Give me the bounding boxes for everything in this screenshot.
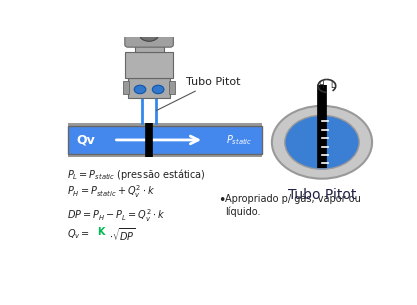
Bar bbox=[125, 52, 173, 78]
Text: $\cdot\sqrt{DP}$: $\cdot\sqrt{DP}$ bbox=[109, 227, 136, 243]
Text: Apropriado p/ gás, vapor ou
líquido.: Apropriado p/ gás, vapor ou líquido. bbox=[225, 194, 361, 217]
Text: $P_H = P_{static} + Q_v^2 \cdot k$: $P_H = P_{static} + Q_v^2 \cdot k$ bbox=[67, 183, 155, 200]
Bar bbox=[128, 78, 170, 98]
Text: •: • bbox=[219, 194, 226, 207]
Bar bbox=[169, 81, 175, 94]
Text: $P_{static}$: $P_{static}$ bbox=[226, 133, 253, 147]
Bar bbox=[68, 126, 262, 154]
Text: Qv: Qv bbox=[76, 133, 95, 146]
Text: Tubo Pitot: Tubo Pitot bbox=[156, 77, 241, 110]
FancyBboxPatch shape bbox=[125, 19, 173, 47]
Circle shape bbox=[152, 85, 164, 94]
Text: L: L bbox=[331, 81, 335, 90]
Bar bbox=[68, 123, 262, 126]
Text: $Q_v = $: $Q_v = $ bbox=[67, 227, 90, 241]
Text: K: K bbox=[98, 227, 105, 237]
Text: H: H bbox=[318, 81, 324, 90]
Circle shape bbox=[134, 85, 146, 94]
Text: $P_L = P_{static}$ (pressão estática): $P_L = P_{static}$ (pressão estática) bbox=[67, 167, 206, 182]
Circle shape bbox=[272, 106, 372, 179]
Circle shape bbox=[139, 27, 159, 41]
Bar bbox=[68, 154, 262, 157]
Text: Tubo Pitot: Tubo Pitot bbox=[288, 188, 356, 202]
Bar bbox=[123, 81, 129, 94]
Circle shape bbox=[285, 115, 359, 169]
Bar bbox=[135, 45, 163, 52]
FancyBboxPatch shape bbox=[47, 33, 380, 275]
Text: $DP = P_H - P_L = Q_v^2 \cdot k$: $DP = P_H - P_L = Q_v^2 \cdot k$ bbox=[67, 207, 165, 224]
